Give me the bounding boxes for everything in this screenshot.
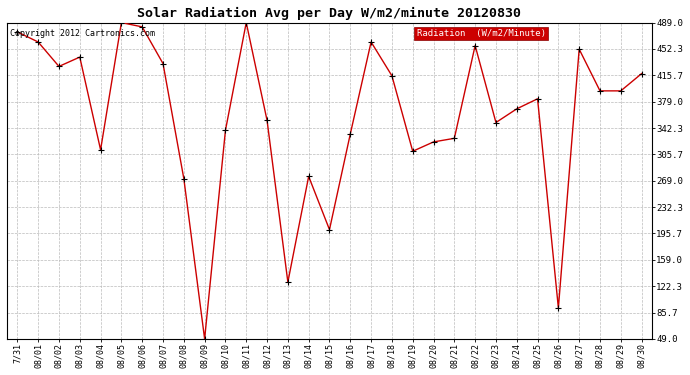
Text: Radiation  (W/m2/Minute): Radiation (W/m2/Minute): [417, 29, 546, 38]
Text: Copyright 2012 Cartronics.com: Copyright 2012 Cartronics.com: [10, 29, 155, 38]
Title: Solar Radiation Avg per Day W/m2/minute 20120830: Solar Radiation Avg per Day W/m2/minute …: [137, 7, 522, 20]
